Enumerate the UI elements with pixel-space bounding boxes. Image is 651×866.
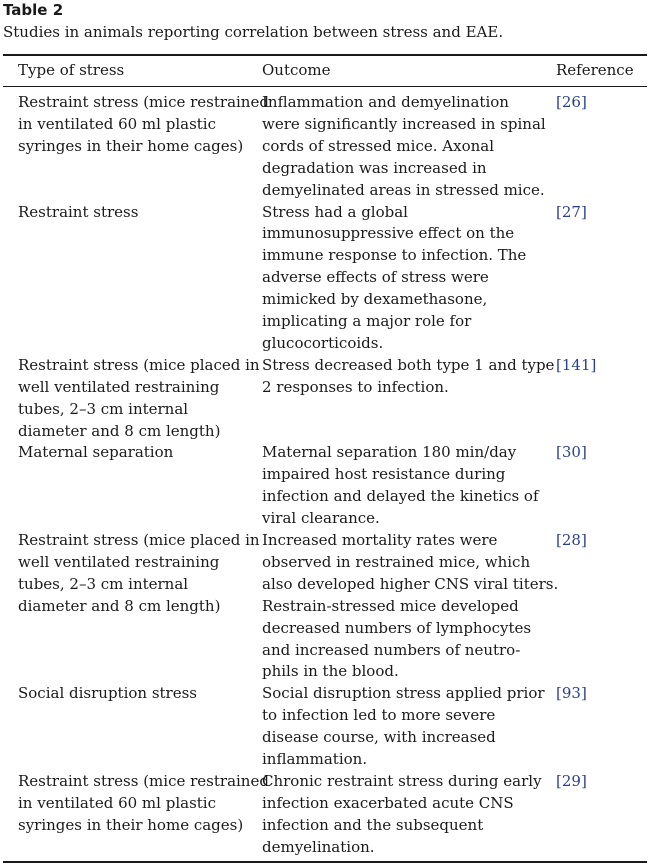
cell-outcome-line: also developed higher CNS viral titers. — [262, 574, 559, 593]
cell-outcome-line: Stress decreased both type 1 and type — [262, 355, 555, 374]
reference-link[interactable]: [27] — [556, 202, 587, 221]
reference-link[interactable]: [141] — [556, 355, 597, 374]
cell-outcome-line: Chronic restraint stress during early — [262, 771, 542, 790]
cell-outcome-line: Increased mortality rates were — [262, 530, 498, 549]
table-body: Restraint stress (mice restrained in vent… — [0, 92, 651, 858]
cell-type-of-stress-line: Restraint stress (mice placed in — [18, 530, 260, 549]
table-caption: Studies in animals reporting correlation… — [3, 23, 504, 41]
cell-outcome: Stress had a global immunosuppressive eff… — [262, 202, 547, 355]
table-row: Restraint stress Stress had a global immun… — [0, 202, 651, 355]
cell-type-of-stress-line: tubes, 2–3 cm internal — [18, 574, 189, 593]
cell-type-of-stress: Social disruption stress — [18, 683, 264, 705]
cell-type-of-stress-line: well ventilated restraining — [18, 552, 220, 571]
cell-type-of-stress-line: Social disruption stress — [18, 684, 197, 703]
table-row: Social disruption stress Social disruptio… — [0, 683, 651, 771]
header-outcome: Outcome — [262, 61, 331, 79]
cell-type-of-stress-line: in ventilated 60 ml plastic — [18, 793, 216, 812]
cell-outcome-line: disease course, with increased — [262, 728, 496, 747]
cell-outcome-line: Social disruption stress applied prior — [262, 684, 545, 703]
cell-outcome: Chronic restraint stress during early inf… — [262, 771, 547, 859]
cell-type-of-stress-line: syringes in their home cages) — [18, 136, 244, 155]
cell-type-of-stress-line: tubes, 2–3 cm internal — [18, 399, 189, 418]
cell-outcome: Social disruption stress applied prior to… — [262, 683, 547, 771]
cell-type-of-stress: Restraint stress (mice placed in well ven… — [18, 530, 264, 618]
cell-outcome-line: 2 responses to infection. — [262, 377, 449, 396]
cell-outcome: Stress decreased both type 1 and type 2 r… — [262, 355, 555, 399]
cell-outcome-line: phils in the blood. — [262, 662, 399, 681]
table-row: Restraint stress (mice restrained in vent… — [0, 771, 651, 859]
cell-outcome-line: demyelinated areas in stressed mice. — [262, 180, 545, 199]
cell-outcome-line: Maternal separation 180 min/day — [262, 443, 517, 462]
table-row: Maternal separation Maternal separation 1… — [0, 442, 651, 530]
table-row: Restraint stress (mice placed in well ven… — [0, 530, 651, 683]
table-bottom-rule — [3, 861, 647, 863]
header-reference: Reference — [556, 61, 634, 79]
cell-outcome-line: and increased numbers of neutro- — [262, 640, 521, 659]
cell-outcome-line: infection and the subsequent — [262, 815, 484, 834]
cell-outcome-line: to infection led to more severe — [262, 706, 496, 725]
cell-type-of-stress-line: Restraint stress — [18, 202, 139, 221]
cell-outcome-line: immunosuppressive effect on the — [262, 224, 515, 243]
cell-outcome-line: immune response to infection. The — [262, 246, 527, 265]
reference-link[interactable]: [28] — [556, 530, 587, 549]
cell-outcome-line: viral clearance. — [262, 509, 380, 528]
reference-link[interactable]: [93] — [556, 684, 587, 703]
cell-outcome-line: inflammation. — [262, 750, 368, 768]
cell-type-of-stress-line: syringes in their home cages) — [18, 815, 244, 834]
cell-outcome-line: observed in restrained mice, which — [262, 552, 531, 571]
cell-type-of-stress-line: Restraint stress (mice restrained — [18, 771, 269, 790]
table-row: Restraint stress (mice restrained in vent… — [0, 92, 651, 202]
cell-outcome: Inflammation and demyelination were signi… — [262, 92, 547, 202]
table-top-rule — [3, 54, 647, 56]
cell-outcome-line: mimicked by dexamethasone, — [262, 290, 488, 309]
cell-outcome-line: Stress had a global — [262, 202, 408, 221]
table-header-rule — [3, 86, 647, 87]
cell-outcome-line: infection and delayed the kinetics of — [262, 487, 539, 506]
cell-type-of-stress-line: Restraint stress (mice placed in — [18, 355, 260, 374]
cell-type-of-stress: Maternal separation — [18, 442, 264, 464]
cell-outcome-line: decreased numbers of lymphocytes — [262, 618, 532, 637]
table-header-row: Type of stress Outcome Reference — [0, 59, 651, 83]
cell-type-of-stress: Restraint stress (mice placed in well ven… — [18, 355, 264, 443]
cell-outcome-line: impaired host resistance during — [262, 465, 506, 484]
header-type-of-stress: Type of stress — [18, 61, 125, 79]
cell-outcome-line: were significantly increased in spinal — [262, 114, 546, 133]
cell-outcome-line: cords of stressed mice. Axonal — [262, 136, 494, 155]
cell-outcome-line: Restrain-stressed mice developed — [262, 596, 519, 615]
cell-outcome-line: glucocorticoids. — [262, 333, 384, 352]
cell-outcome-line: infection exacerbated acute CNS — [262, 793, 514, 812]
cell-outcome: Increased mortality rates were observed i… — [262, 530, 559, 683]
cell-outcome: Maternal separation 180 min/day impaired … — [262, 442, 547, 530]
cell-outcome-line: Inflammation and demyelination — [262, 93, 509, 111]
cell-type-of-stress: Restraint stress (mice restrained in vent… — [18, 771, 269, 837]
cell-type-of-stress: Restraint stress (mice restrained in vent… — [18, 92, 269, 158]
cell-type-of-stress-line: in ventilated 60 ml plastic — [18, 114, 216, 133]
cell-type-of-stress-line: Restraint stress (mice restrained — [18, 93, 269, 111]
cell-type-of-stress-line: diameter and 8 cm length) — [18, 596, 221, 615]
reference-link[interactable]: [30] — [556, 443, 587, 462]
cell-outcome-line: degradation was increased in — [262, 158, 487, 177]
table-row: Restraint stress (mice placed in well ven… — [0, 355, 651, 443]
cell-outcome-line: demyelination. — [262, 837, 375, 856]
table-label: Table 2 — [3, 1, 64, 19]
cell-outcome-line: adverse effects of stress were — [262, 268, 489, 287]
cell-type-of-stress: Restraint stress — [18, 202, 264, 224]
reference-link[interactable]: [26] — [556, 93, 587, 111]
cell-outcome-line: implicating a major role for — [262, 312, 472, 331]
cell-type-of-stress-line: diameter and 8 cm length) — [18, 421, 221, 440]
cell-type-of-stress-line: well ventilated restraining — [18, 377, 220, 396]
reference-link[interactable]: [29] — [556, 771, 587, 790]
cell-type-of-stress-line: Maternal separation — [18, 443, 174, 462]
